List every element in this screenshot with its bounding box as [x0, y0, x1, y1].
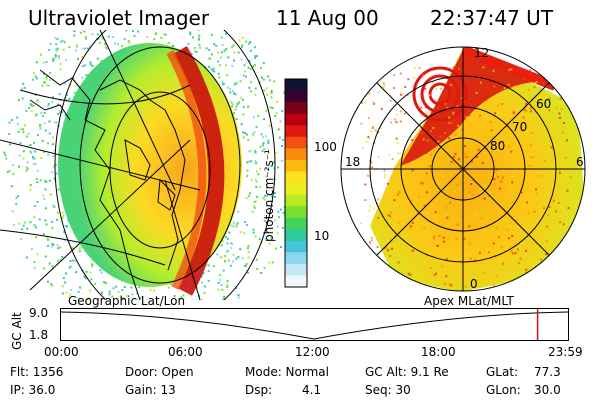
instrument-title: Ultraviolet Imager [28, 6, 210, 30]
colorbar-unit-label: photon cm⁻²s⁻¹ [262, 149, 276, 242]
colorbar-segment [285, 79, 307, 92]
lat-label-60: 60 [536, 97, 552, 111]
door-info: Door: Open [125, 365, 194, 379]
mlt-label-12: 12 [474, 46, 490, 60]
altitude-tick-1-8: 1.8 [29, 328, 49, 342]
glat-value: 77.3 [534, 365, 561, 379]
altitude-tick-9: 9.0 [29, 306, 49, 320]
colorbar-segment [285, 125, 307, 138]
gc-alt-info: GC Alt: 9.1 Re [365, 365, 449, 379]
dsp-info: Dsp: [245, 383, 273, 397]
colorbar-segment [285, 113, 307, 126]
colorbar-segment [285, 240, 307, 253]
mode-info: Mode: Normal [245, 365, 329, 379]
colorbar-segment [285, 136, 307, 149]
polar-image [340, 46, 586, 292]
dsp-value: 4.1 [302, 383, 322, 397]
colorbar-segment [285, 252, 307, 265]
flt-info: Flt: 1356 [10, 365, 64, 379]
colorbar-segment [285, 194, 307, 207]
glat-label: GLat: [486, 365, 519, 379]
mlt-label-6: 6 [576, 155, 584, 169]
colorbar-segment [285, 171, 307, 184]
lat-label-80: 80 [490, 139, 506, 153]
limb-arc [173, 45, 225, 296]
colorbar-segment [285, 159, 307, 172]
ip-info: IP: 36.0 [10, 383, 56, 397]
colorbar-segment [285, 102, 307, 115]
gain-info: Gain: 13 [125, 383, 176, 397]
colorbar-tick-100: 100 [314, 140, 337, 154]
colorbar-segment [285, 206, 307, 219]
colorbar-segment [285, 183, 307, 196]
altitude-curve [60, 311, 569, 340]
time-tick-0000: 00:00 [44, 345, 79, 359]
altitude-plot [60, 308, 569, 341]
seq-info: Seq: 30 [365, 383, 411, 397]
glon-label: GLon: [486, 383, 521, 397]
colorbar-segment [285, 229, 307, 242]
coastline [29, 69, 186, 300]
date-label: 11 Aug 00 [276, 6, 379, 30]
colorbar-segment [285, 263, 307, 276]
colorbar-segment [285, 90, 307, 103]
geo-grid [0, 30, 276, 300]
lat-label-70: 70 [512, 120, 528, 134]
colorbar-tick-10: 10 [314, 229, 330, 243]
time-label: 22:37:47 UT [430, 6, 554, 30]
altitude-axis-label: GC Alt [10, 312, 24, 350]
time-tick-2359: 23:59 [548, 345, 583, 359]
glon-value: 30.0 [534, 383, 561, 397]
time-tick-1800: 18:00 [421, 345, 456, 359]
colorbar-segment [285, 275, 307, 288]
colorbar-segment [285, 217, 307, 230]
mlt-label-18: 18 [345, 155, 361, 169]
colorbar-segment [285, 148, 307, 161]
time-tick-0600: 06:00 [168, 345, 203, 359]
time-tick-1200: 12:00 [295, 345, 330, 359]
mlt-label-0: 0 [470, 277, 478, 291]
left-panel-label: Geographic Lat/Lon [68, 294, 186, 308]
polar-grid [340, 46, 586, 292]
arc-rings [412, 66, 468, 122]
right-panel-label: Apex MLat/MLT [424, 294, 514, 308]
color-bar [284, 78, 308, 288]
geographic-image [0, 30, 290, 300]
